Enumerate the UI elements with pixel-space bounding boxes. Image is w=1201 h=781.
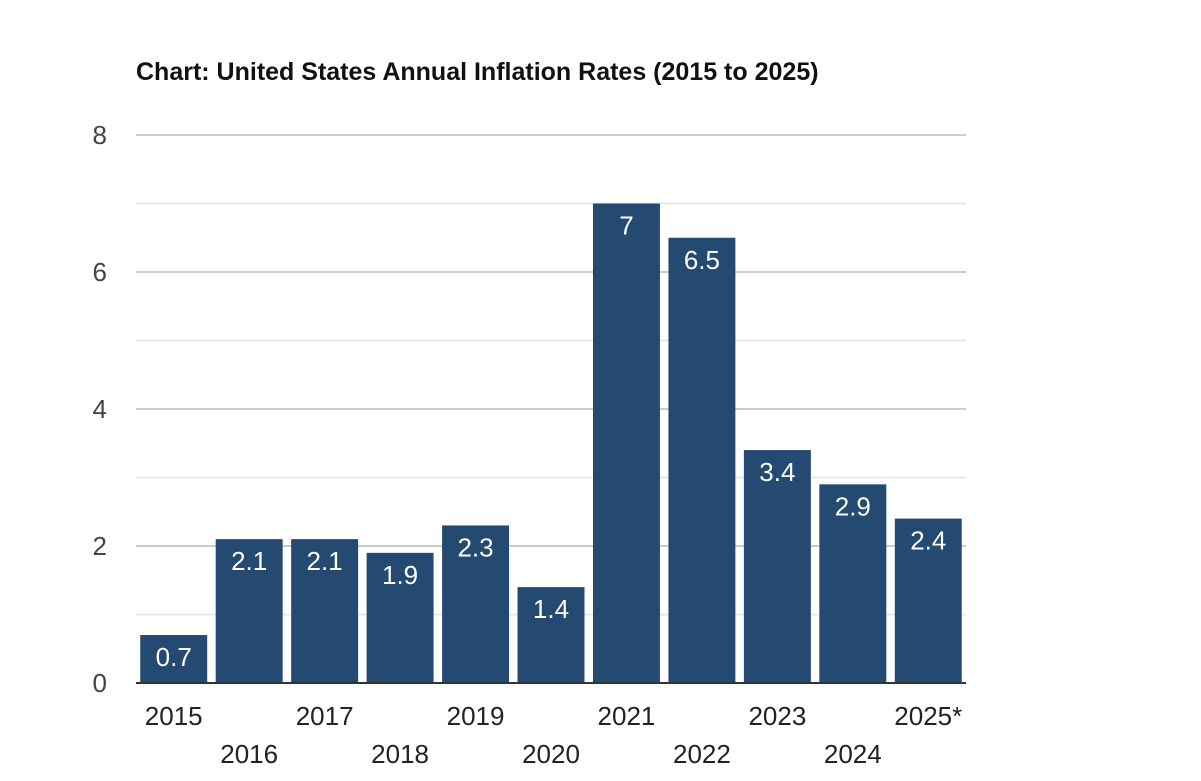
x-tick-label: 2018 — [371, 739, 429, 769]
x-axis-labels: 2015 2016 2017 2018 2019 2020 2021 2022 2023 2024… — [145, 701, 962, 769]
x-tick-label: 2024 — [824, 739, 882, 769]
chart-title: Chart: United States Annual Inflation Ra… — [136, 58, 819, 86]
x-tick-label: 2020 — [522, 739, 580, 769]
bar-value-label: 1.9 — [382, 560, 418, 590]
bar — [819, 484, 887, 683]
x-tick-label: 2015 — [145, 701, 203, 731]
bar — [668, 237, 736, 683]
bar — [743, 450, 811, 683]
bar-value-label: 6.5 — [684, 245, 720, 275]
bar-value-label: 1.4 — [533, 594, 569, 624]
bar — [291, 539, 359, 683]
x-tick-label: 2017 — [296, 701, 354, 731]
bar-value-label: 3.4 — [759, 457, 795, 487]
y-tick-label: 2 — [93, 531, 107, 561]
x-tick-label: 2019 — [447, 701, 505, 731]
x-tick-label: 2016 — [220, 739, 278, 769]
bar-value-label: 2.1 — [307, 546, 343, 576]
x-tick-label: 2023 — [748, 701, 806, 731]
y-tick-label: 0 — [93, 668, 107, 698]
x-tick-label: 2021 — [598, 701, 656, 731]
bar-value-label: 2.3 — [457, 532, 493, 562]
bar — [517, 587, 585, 683]
bar-value-label: 2.1 — [231, 546, 267, 576]
x-tick-label: 2025* — [894, 701, 962, 731]
y-axis-ticks: 0 2 4 6 8 — [93, 120, 107, 698]
bar-value-label: 0.7 — [156, 642, 192, 672]
bar — [592, 203, 660, 683]
bar — [215, 539, 283, 683]
bar-value-label: 7 — [619, 211, 633, 241]
bar-value-label: 2.9 — [835, 491, 871, 521]
bar — [366, 552, 434, 683]
bar — [140, 635, 208, 683]
y-tick-label: 4 — [93, 394, 107, 424]
bar-value-label: 2.4 — [910, 526, 946, 556]
bar-value-labels: 0.7 2.1 2.1 1.9 2.3 1.4 7 6.5 3.4 2.9 2.4 — [156, 211, 947, 673]
x-tick-label: 2022 — [673, 739, 731, 769]
bar — [442, 525, 510, 683]
y-tick-label: 6 — [93, 257, 107, 287]
bar — [894, 518, 962, 683]
y-tick-label: 8 — [93, 120, 107, 150]
bars — [140, 203, 962, 683]
